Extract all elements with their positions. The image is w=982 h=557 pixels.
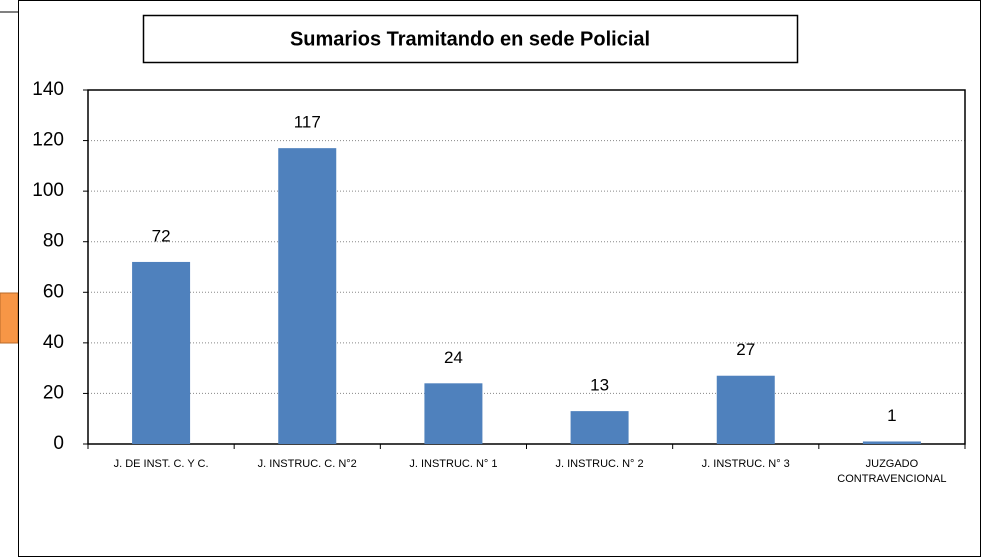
y-tick-label: 60: [43, 281, 64, 302]
y-tick-label: 120: [32, 130, 64, 151]
bar: [132, 261, 191, 444]
bar: [424, 383, 483, 444]
y-tick-label: 140: [32, 79, 64, 100]
bar: [570, 411, 629, 444]
bar: [862, 441, 921, 444]
data-label: 27: [736, 340, 755, 359]
x-tick-label: J. DE INST. C. Y C.: [113, 458, 209, 470]
x-tick-label: J. INSTRUC. N° 1: [409, 458, 498, 470]
chart-title: Sumarios Tramitando en sede Policial: [290, 28, 650, 50]
y-tick-label: 100: [32, 180, 64, 201]
plot-area: [87, 89, 966, 445]
data-label: 72: [152, 226, 171, 245]
x-tick-label: JUZGADO CONTRAVENCIONAL: [837, 458, 947, 485]
x-tick-label: J. INSTRUC. N° 2: [555, 458, 644, 470]
bar: [278, 148, 337, 444]
data-label: 117: [294, 113, 321, 132]
data-label: 24: [444, 348, 463, 367]
title-box: [142, 14, 799, 64]
y-tick-label: 0: [53, 433, 64, 454]
data-label: 1: [887, 406, 896, 425]
bar: [716, 375, 775, 444]
data-label: 13: [590, 376, 609, 395]
x-tick-label: J. INSTRUC. C. N°2: [257, 458, 357, 470]
decoration: [0, 292, 19, 344]
x-tick-label: J. INSTRUC. N° 3: [701, 458, 790, 470]
y-tick-label: 40: [43, 332, 64, 353]
y-tick-label: 20: [43, 382, 64, 403]
y-tick-label: 80: [43, 231, 64, 252]
